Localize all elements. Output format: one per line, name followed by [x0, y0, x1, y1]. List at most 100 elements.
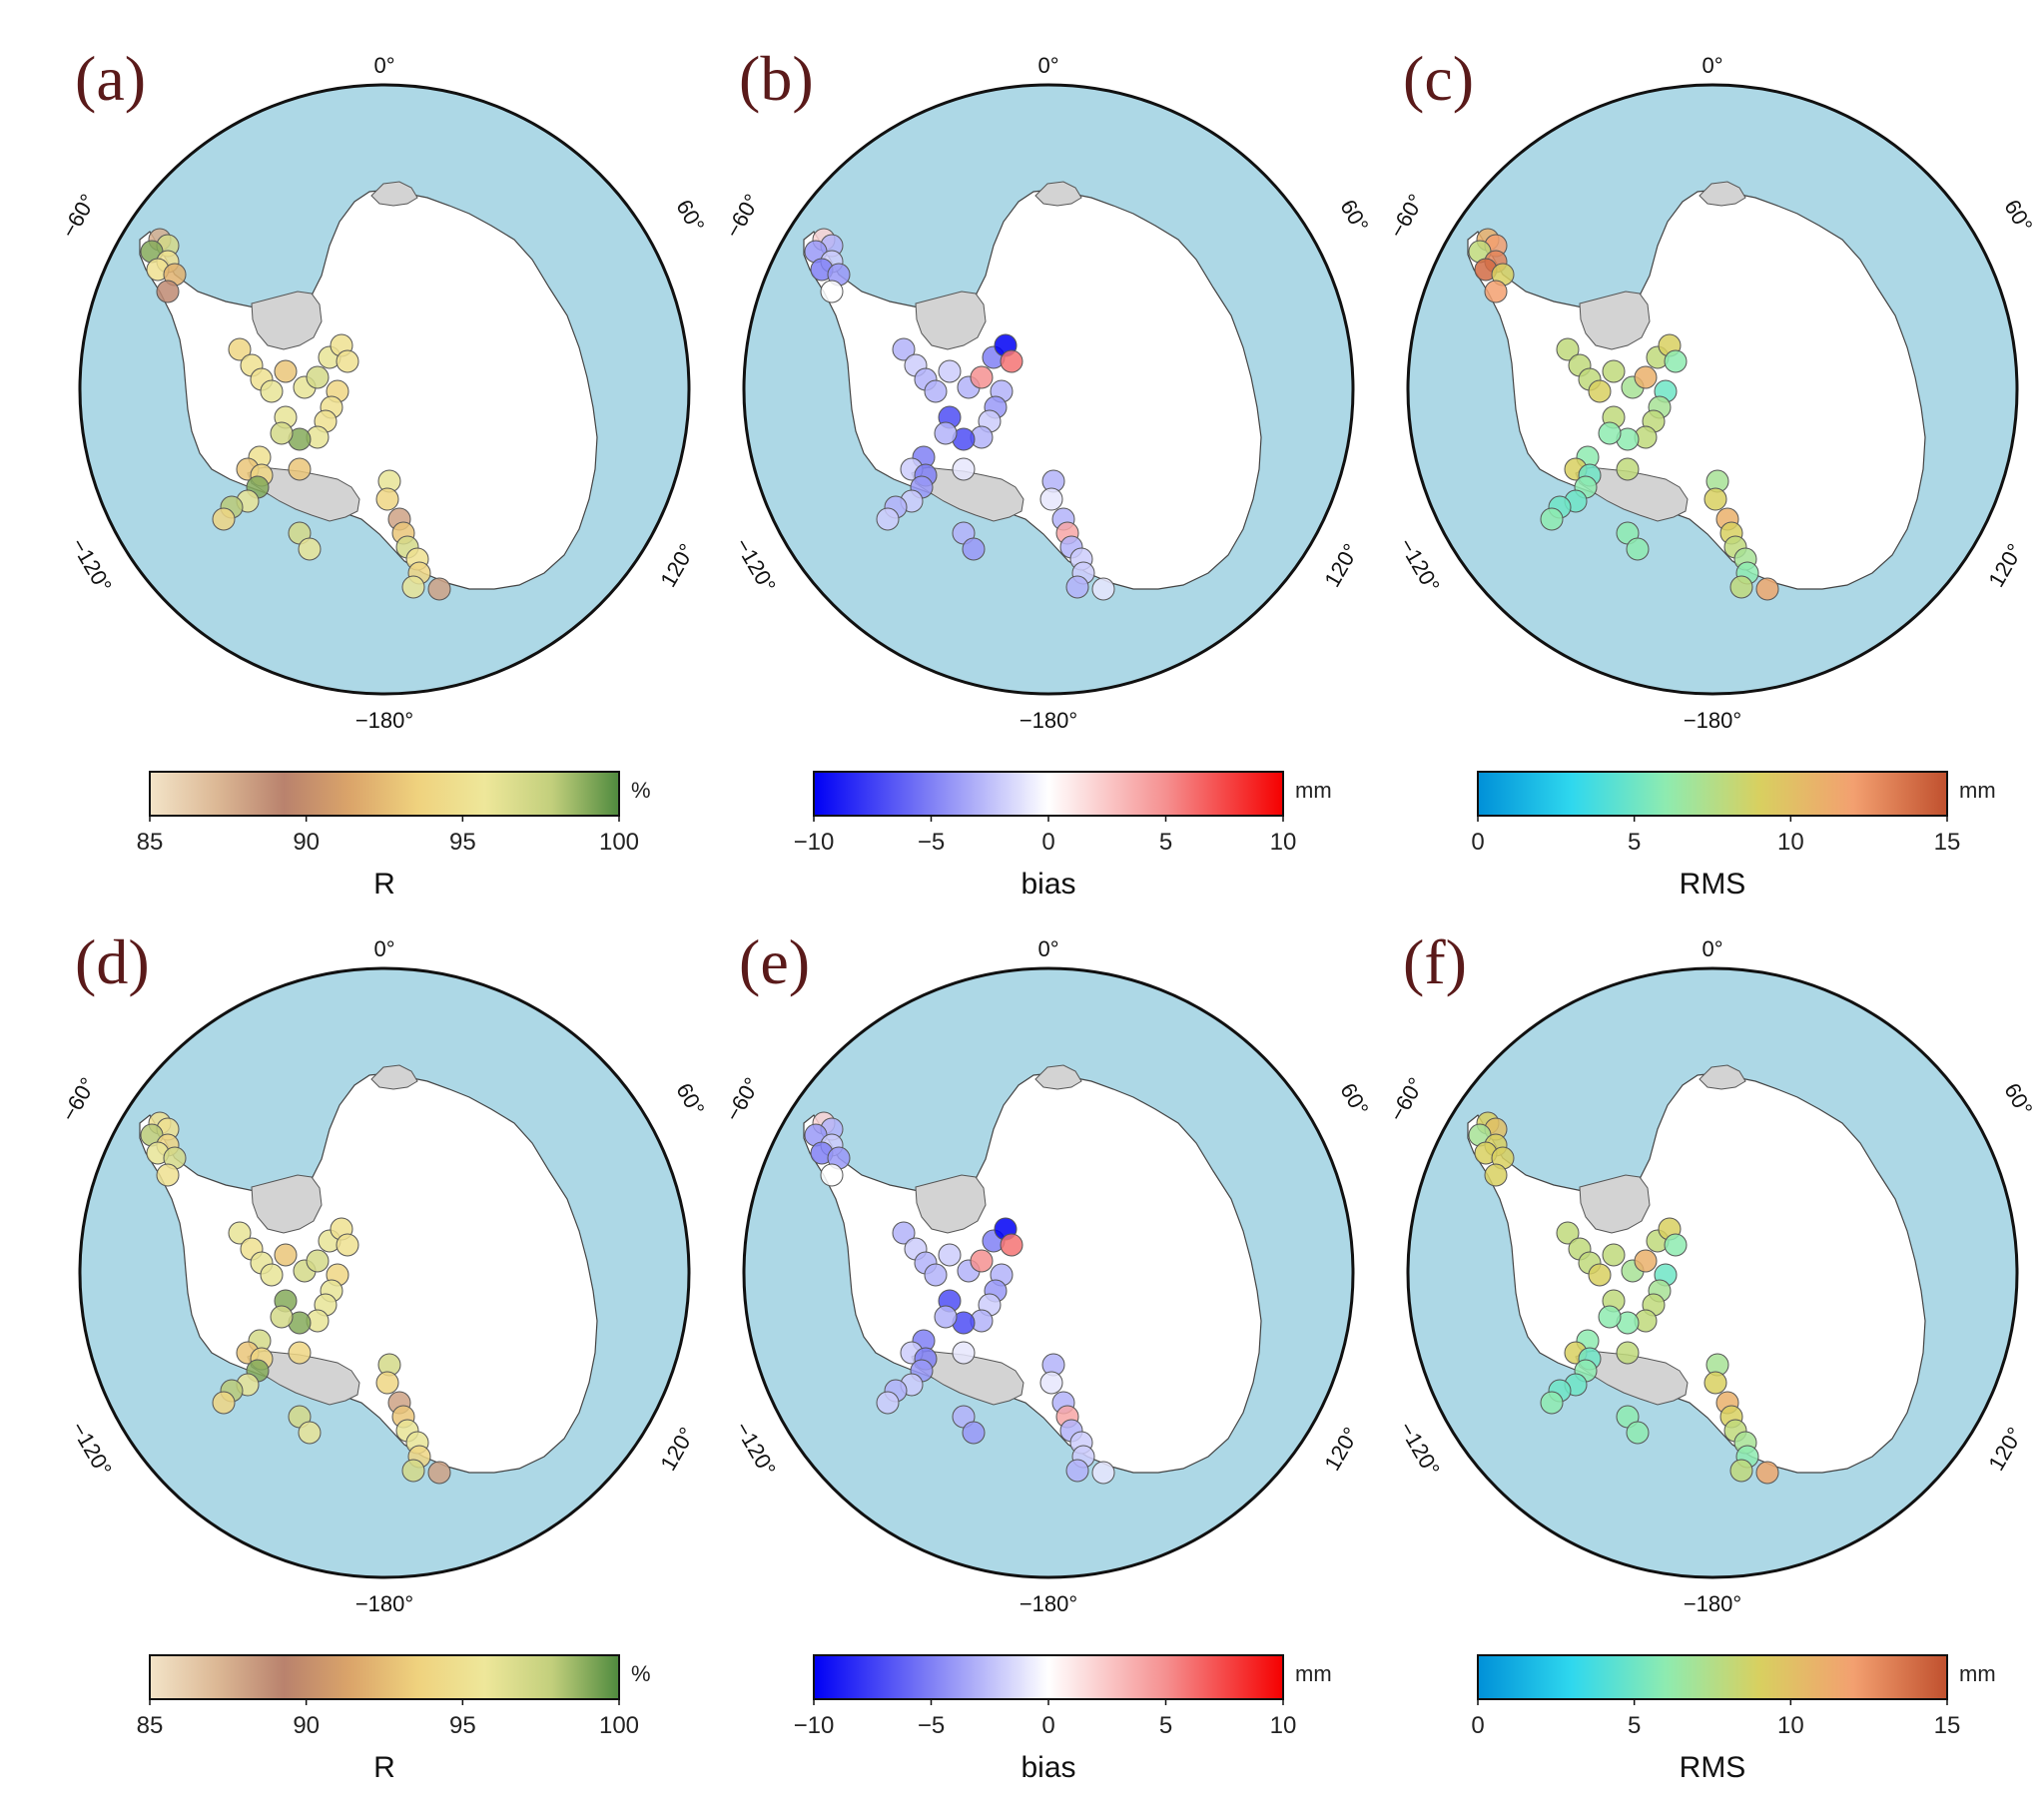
panel-letter: (b): [739, 43, 814, 114]
colorbar: [1477, 1654, 1948, 1700]
station-marker: [156, 280, 180, 303]
panel-letter: (a): [75, 43, 146, 114]
ice-shelf: [251, 1174, 323, 1234]
continent-outline: [139, 1072, 598, 1474]
station-marker: [375, 1371, 399, 1395]
continent-outline: [1467, 1072, 1926, 1474]
lon-label-lower-right: 120°: [655, 539, 699, 591]
station-marker: [1729, 1459, 1753, 1483]
station-marker: [1602, 359, 1626, 383]
ice-shelf: [1034, 1064, 1082, 1090]
station-marker: [270, 421, 294, 445]
lon-label-lower-right: 120°: [1319, 1423, 1363, 1475]
ice-shelf: [1034, 181, 1082, 207]
colorbar: [149, 771, 620, 817]
ice-shelf: [1699, 181, 1746, 207]
colorbar-unit: mm: [1959, 778, 1996, 803]
station-marker: [1588, 1263, 1612, 1287]
colorbar-tick-label: 95: [449, 829, 476, 856]
colorbar-tick-label: 90: [293, 829, 320, 856]
station-marker: [1484, 1163, 1508, 1187]
colorbar-tick-label: 10: [1777, 829, 1804, 856]
station-marker: [1484, 280, 1508, 303]
ice-shelf: [370, 1064, 418, 1090]
colorbar-tick-label: 15: [1934, 1712, 1961, 1739]
lon-label-upper-right: 60°: [1335, 1079, 1373, 1120]
station-marker: [1664, 1233, 1688, 1257]
station-marker: [212, 507, 236, 531]
station-marker: [1540, 1391, 1564, 1415]
lon-label-lower-left: −120°: [66, 1418, 117, 1481]
station-marker: [306, 1249, 330, 1273]
colorbar-tick-label: 10: [1270, 829, 1297, 856]
continent-outline: [803, 189, 1262, 590]
colorbar-title: R: [373, 1751, 395, 1784]
lon-label-top: 0°: [1702, 53, 1722, 78]
station-marker: [1616, 1341, 1640, 1365]
station-marker: [260, 1263, 284, 1287]
station-marker: [1039, 487, 1063, 511]
station-marker: [288, 457, 312, 481]
lon-label-upper-left: −60°: [56, 190, 101, 242]
station-marker: [938, 359, 962, 383]
colorbar: [1477, 771, 1948, 817]
lon-label-upper-left: −60°: [720, 190, 765, 242]
lon-label-bottom: −180°: [355, 1591, 413, 1616]
colorbar-tick-label: −10: [794, 829, 835, 856]
continent-outline: [803, 1072, 1262, 1474]
station-marker: [1602, 1243, 1626, 1267]
station-marker: [306, 365, 330, 389]
station-marker: [1598, 421, 1622, 445]
colorbar: [813, 771, 1284, 817]
station-marker: [1065, 1459, 1089, 1483]
station-marker: [1540, 507, 1564, 531]
lon-label-top: 0°: [1702, 936, 1722, 961]
station-marker: [1065, 575, 1089, 599]
station-marker: [401, 575, 425, 599]
station-marker: [1729, 575, 1753, 599]
colorbar-tick-label: 0: [1471, 1712, 1484, 1739]
station-marker: [336, 1233, 359, 1257]
station-marker: [288, 1341, 312, 1365]
antarctica: [139, 1064, 598, 1485]
lon-label-upper-right: 60°: [671, 196, 709, 237]
lon-label-upper-left: −60°: [56, 1073, 101, 1125]
station-marker: [401, 1459, 425, 1483]
ice-shelf: [251, 291, 323, 350]
colorbar-tick-label: −10: [794, 1712, 835, 1739]
panel-f: (f) 0° −180° −60° 60° −120° 120° 0 5 10 15 mm RMS: [1384, 926, 2037, 1784]
station-marker: [938, 1243, 962, 1267]
panel-e: (e) 0° −180° −60° 60° −120° 120° −10 −5 0 5 10 mm bia…: [720, 926, 1373, 1784]
station-marker: [1626, 1421, 1650, 1445]
station-marker: [274, 359, 298, 383]
colorbar-tick-label: 0: [1471, 829, 1484, 856]
station-marker: [375, 487, 399, 511]
ice-shelf: [915, 1174, 987, 1234]
station-marker: [892, 337, 916, 361]
lon-label-lower-left: −120°: [730, 1418, 781, 1481]
colorbar-tick-label: −5: [918, 829, 945, 856]
station-marker: [1556, 1221, 1580, 1245]
lon-label-lower-left: −120°: [66, 534, 117, 597]
station-marker: [156, 1163, 180, 1187]
station-marker: [1634, 1249, 1658, 1273]
lon-label-upper-left: −60°: [1384, 190, 1429, 242]
station-marker: [1703, 1371, 1727, 1395]
station-marker: [962, 1421, 986, 1445]
colorbar-tick-label: 10: [1777, 1712, 1804, 1739]
antarctica: [1467, 181, 1926, 601]
colorbar-unit: %: [631, 778, 651, 803]
lon-label-upper-left: −60°: [1384, 1073, 1429, 1125]
lon-label-lower-right: 120°: [1983, 539, 2027, 591]
colorbar-tick-label: 5: [1159, 1712, 1172, 1739]
colorbar-unit: mm: [1295, 1661, 1332, 1686]
colorbar-title: RMS: [1680, 1751, 1746, 1784]
station-marker: [952, 1341, 976, 1365]
station-marker: [892, 1221, 916, 1245]
lon-label-upper-right: 60°: [671, 1079, 709, 1120]
station-marker: [1598, 1305, 1622, 1329]
ice-shelf: [915, 291, 987, 350]
station-marker: [260, 379, 284, 403]
station-marker: [1039, 1371, 1063, 1395]
